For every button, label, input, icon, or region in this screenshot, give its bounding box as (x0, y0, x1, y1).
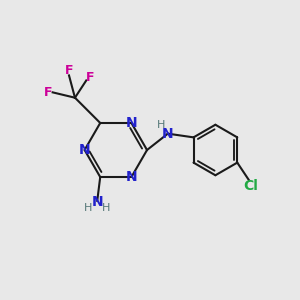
Text: Cl: Cl (243, 179, 258, 193)
Text: F: F (44, 86, 52, 99)
Text: H: H (83, 203, 92, 213)
Text: N: N (126, 170, 137, 184)
Text: N: N (92, 195, 103, 209)
Text: H: H (101, 203, 110, 213)
Text: F: F (85, 71, 94, 84)
Text: N: N (126, 116, 137, 130)
Text: N: N (162, 127, 174, 141)
Text: H: H (157, 120, 166, 130)
Text: N: N (79, 143, 90, 157)
Text: F: F (65, 64, 73, 77)
